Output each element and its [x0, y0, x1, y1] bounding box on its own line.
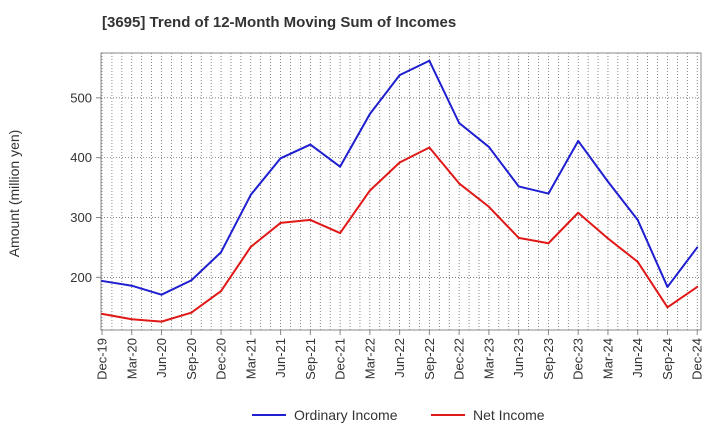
plot-border [100, 52, 702, 331]
x-tick-label: Dec-19 [95, 338, 110, 380]
x-tick-label: Mar-20 [124, 338, 139, 379]
data-point [487, 145, 490, 148]
x-tick-label: Mar-21 [243, 338, 258, 379]
data-point [458, 122, 461, 124]
data-point [368, 189, 371, 192]
data-point [339, 165, 342, 168]
x-tick-label: Sep-21 [303, 338, 318, 380]
x-tick-label: Dec-22 [452, 338, 467, 380]
data-point [309, 143, 312, 146]
data-point [279, 157, 282, 160]
x-tick-label: Jun-20 [154, 338, 169, 378]
x-tick-label: Sep-23 [541, 338, 556, 380]
data-point [666, 306, 669, 309]
data-point [101, 312, 103, 315]
x-tick-label: Mar-24 [600, 338, 615, 379]
series-lines [101, 59, 699, 323]
data-point [636, 260, 639, 263]
chart-title: [3695] Trend of 12-Month Moving Sum of I… [102, 14, 457, 31]
legend-item: Net Income [431, 407, 545, 423]
data-point [696, 285, 699, 288]
y-axis-label: Amount (million yen) [6, 130, 22, 258]
y-tick-label: 400 [70, 150, 92, 165]
x-tick-label: Jun-22 [392, 338, 407, 378]
data-point [160, 293, 163, 296]
data-point [696, 246, 699, 249]
data-point [398, 161, 401, 164]
x-tick-label: Dec-20 [214, 338, 229, 380]
data-point [487, 205, 490, 208]
data-point [249, 193, 252, 196]
data-point [398, 74, 401, 77]
data-point [606, 180, 609, 183]
data-point [309, 218, 312, 221]
y-tick-label: 300 [70, 210, 92, 225]
data-point [160, 320, 163, 323]
data-point [428, 59, 431, 62]
data-point [279, 221, 282, 224]
x-tick-label: Mar-22 [362, 338, 377, 379]
data-point [339, 232, 342, 235]
x-tick-label: Mar-23 [481, 338, 496, 379]
data-point [220, 290, 223, 293]
data-point [130, 318, 133, 321]
y-tick-label: 200 [70, 270, 92, 285]
x-tick-label: Sep-22 [422, 338, 437, 380]
data-point [249, 245, 252, 248]
data-point [547, 192, 550, 195]
data-point [577, 211, 580, 214]
data-point [458, 182, 461, 185]
data-point [101, 279, 103, 282]
x-tick-label: Sep-24 [660, 338, 675, 380]
legend-label: Net Income [473, 407, 545, 423]
legend: Ordinary Income Net Income [252, 407, 545, 423]
y-axis-ticks: 200 300 400 500 [70, 90, 101, 285]
data-point [517, 185, 520, 188]
horizontal-gridlines [101, 97, 701, 278]
x-axis-ticks: Dec-19 Mar-20 Jun-20 Sep-20 Dec-20 Mar-21 Jun-… [95, 330, 720, 380]
data-point [190, 279, 193, 282]
data-point [547, 242, 550, 245]
data-point [190, 311, 193, 314]
x-tick-label: Jun-21 [273, 338, 288, 378]
data-point [368, 113, 371, 116]
legend-label: Ordinary Income [294, 407, 398, 423]
data-point [636, 218, 639, 221]
data-point [130, 284, 133, 287]
data-point [428, 146, 431, 149]
data-point [220, 251, 223, 254]
data-point [517, 236, 520, 239]
data-point [577, 139, 580, 142]
x-tick-label: Dec-24 [690, 338, 705, 380]
x-tick-label: Dec-21 [333, 338, 348, 380]
x-tick-label: Dec-23 [571, 338, 586, 380]
legend-item: Ordinary Income [252, 407, 398, 423]
x-tick-label: Jun-24 [630, 338, 645, 378]
y-tick-label: 500 [70, 90, 92, 105]
data-point [606, 237, 609, 240]
data-point [666, 285, 669, 288]
x-tick-label: Sep-20 [184, 338, 199, 380]
x-tick-label: Jun-23 [511, 338, 526, 378]
